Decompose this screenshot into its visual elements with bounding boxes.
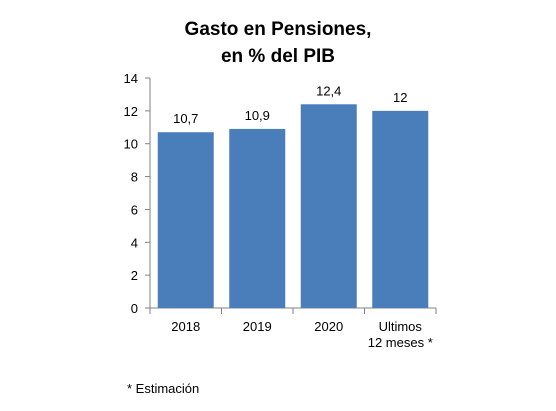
- chart-title: Gasto en Pensiones, en % del PIB: [0, 16, 556, 70]
- chart-title-line-2: en % del PIB: [220, 46, 336, 67]
- x-tick-label: 2020: [314, 319, 343, 334]
- y-tick-label: 4: [131, 235, 138, 250]
- x-tick-label: 2018: [171, 319, 200, 334]
- x-tick-label: 12 meses *: [368, 335, 433, 350]
- y-tick-label: 14: [124, 71, 138, 86]
- chart-title-line-1: Gasto en Pensiones,: [184, 19, 372, 40]
- bar: [300, 104, 357, 309]
- y-tick-label: 2: [131, 268, 138, 283]
- bar: [229, 128, 286, 308]
- y-tick-label: 12: [124, 104, 138, 119]
- data-label: 10,9: [245, 108, 270, 123]
- bar: [157, 132, 214, 308]
- y-tick-label: 6: [131, 202, 138, 217]
- data-label: 12,4: [316, 83, 341, 98]
- y-tick-label: 0: [131, 301, 138, 316]
- chart-bars: [157, 104, 429, 309]
- data-label: 12: [393, 90, 407, 105]
- y-tick-label: 10: [124, 137, 138, 152]
- data-label: 10,7: [173, 111, 198, 126]
- x-tick-label: Ultimos: [379, 319, 423, 334]
- chart-labels: 0 2 4 6 8 10 12 14 10,7 2018 10,9 2019 12,4 2020 12 Ult…: [124, 71, 433, 350]
- y-tick-label: 8: [131, 170, 138, 185]
- footnote: * Estimación: [127, 381, 200, 396]
- bar: [372, 110, 429, 308]
- x-tick-label: 2019: [243, 319, 272, 334]
